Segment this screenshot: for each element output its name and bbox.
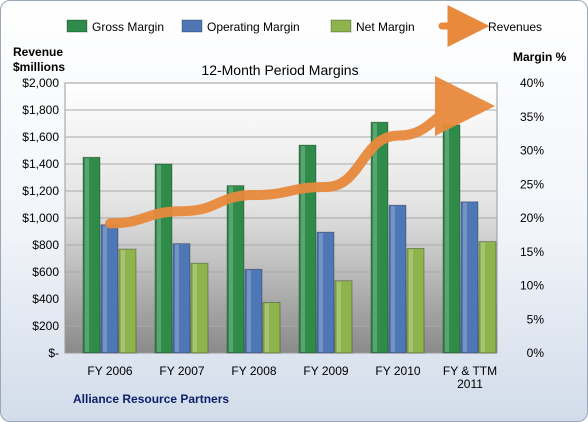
- bar-gross-margin: [298, 144, 317, 354]
- bar-highlight: [337, 281, 341, 352]
- revenue-line: [105, 75, 495, 229]
- bar-highlight: [463, 202, 467, 352]
- right-tick-label: 15%: [520, 245, 544, 259]
- bar-highlight: [103, 225, 107, 352]
- revenue-point: [109, 222, 111, 224]
- left-tick-label: $1,400: [22, 157, 59, 171]
- x-tick-label: FY 2010: [375, 364, 420, 378]
- revenue-point: [397, 135, 399, 137]
- bar-net-margin: [190, 262, 209, 354]
- right-tick-label: 20%: [520, 211, 544, 225]
- bar-highlight: [265, 303, 269, 352]
- left-tick-label: $600: [32, 265, 59, 279]
- legend-label: Net Margin: [356, 20, 415, 34]
- bar-net-margin: [118, 248, 137, 354]
- right-axis-ticks: 0% 5% 10% 15% 20% 25% 30% 35% 40%: [520, 76, 544, 360]
- x-tick-label: FY & TTM: [443, 364, 497, 378]
- x-tick-label: FY 2009: [303, 364, 348, 378]
- x-tick-label: FY 2008: [231, 364, 276, 378]
- right-tick-label: 25%: [520, 177, 544, 191]
- left-tick-label: $1,200: [22, 184, 59, 198]
- right-tick-label: 0%: [527, 346, 545, 360]
- bar-highlight: [175, 244, 179, 352]
- bar-highlight: [247, 270, 251, 352]
- bar-highlight: [85, 158, 89, 352]
- left-tick-label: $-: [48, 346, 59, 360]
- bar-operating-margin: [172, 243, 191, 354]
- revenue-point: [181, 210, 183, 212]
- legend-label: Operating Margin: [207, 20, 300, 34]
- bar-operating-margin: [244, 268, 263, 354]
- legend-label: Gross Margin: [92, 20, 164, 34]
- revenue-point: [469, 105, 471, 107]
- left-axis-label-line2: $millions: [13, 60, 65, 74]
- right-tick-label: 30%: [520, 144, 544, 158]
- bar-net-margin: [262, 301, 281, 354]
- bar-highlight: [193, 264, 197, 352]
- bar-operating-margin: [316, 231, 335, 354]
- bar-gross-margin: [226, 185, 245, 354]
- right-axis-label: Margin %: [513, 50, 567, 64]
- bar-operating-margin: [460, 201, 479, 354]
- left-tick-label: $1,600: [22, 130, 59, 144]
- bar-gross-margin: [370, 121, 389, 354]
- bar-net-margin: [406, 247, 425, 354]
- bar-highlight: [373, 123, 377, 353]
- bar-gross-margin: [82, 156, 101, 354]
- legend-swatch-net-margin: [330, 19, 352, 33]
- x-tick-label: FY 2006: [87, 364, 132, 378]
- left-axis-ticks: $- $200 $400 $600 $800 $1,000 $1,200 $1,400 $1,6…: [22, 76, 59, 360]
- legend-swatch-gross-margin: [66, 19, 88, 33]
- chart-title: 12-Month Period Margins: [201, 62, 358, 78]
- right-tick-label: 35%: [520, 110, 544, 124]
- bar-highlight: [409, 249, 413, 352]
- bar-highlight: [391, 206, 395, 352]
- right-tick-label: 10%: [520, 279, 544, 293]
- company-name: Alliance Resource Partners: [73, 392, 229, 406]
- left-tick-label: $800: [32, 238, 59, 252]
- bar-net-margin: [334, 280, 353, 354]
- bar-highlight: [481, 242, 485, 352]
- left-tick-label: $2,000: [22, 76, 59, 90]
- bar-highlight: [445, 125, 449, 352]
- bar-highlight: [229, 186, 233, 352]
- legend-swatch-operating-margin: [181, 19, 203, 33]
- left-tick-label: $1,800: [22, 103, 59, 117]
- revenue-point: [325, 186, 327, 188]
- revenue-point: [253, 194, 255, 196]
- right-tick-label: 5%: [527, 312, 545, 326]
- x-tick-label: FY 2007: [159, 364, 204, 378]
- left-axis-label-line1: Revenue: [13, 45, 63, 59]
- left-tick-label: $1,000: [22, 211, 59, 225]
- revenue-line-path: [105, 75, 495, 229]
- bar-highlight: [121, 250, 125, 352]
- left-tick-label: $200: [32, 319, 59, 333]
- right-tick-label: 40%: [520, 76, 544, 90]
- left-tick-label: $400: [32, 292, 59, 306]
- bar-highlight: [319, 233, 323, 352]
- bar-highlight: [157, 165, 161, 352]
- bar-net-margin: [478, 241, 497, 354]
- bar-highlight: [301, 146, 305, 352]
- legend-label: Revenues: [488, 20, 542, 34]
- x-tick-label: 2011: [457, 377, 483, 391]
- x-axis-ticks: FY 2006 FY 2007 FY 2008 FY 2009 FY 2010 FY & …: [87, 364, 497, 391]
- bar-operating-margin: [388, 204, 407, 354]
- legend: Gross Margin Operating Margin Net Margin Re…: [66, 5, 542, 47]
